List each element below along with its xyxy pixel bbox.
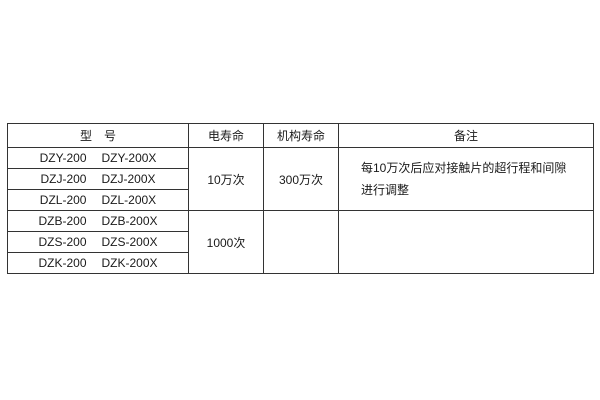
model-pair: DZJ-200 DZJ-200X	[9, 172, 188, 186]
model-name-variant: DZK-200X	[101, 256, 158, 270]
model-pair: DZB-200 DZB-200X	[9, 214, 188, 228]
table-row: DZK-200 DZK-200X	[7, 252, 594, 274]
electrical-life-cell: 1000次	[188, 210, 264, 274]
table-row: DZS-200 DZS-200X	[7, 231, 594, 253]
table-row: DZL-200 DZL-200X	[7, 189, 594, 211]
remarks-cell: 每10万次后应对接触片的超行程和间隙 进行调整	[338, 147, 594, 211]
model-cell: DZY-200 DZY-200X	[7, 147, 189, 169]
model-pair: DZL-200 DZL-200X	[9, 193, 188, 207]
remark-line-1: 每10万次后应对接触片的超行程和间隙	[361, 161, 567, 175]
mechanical-life-cell: 300万次	[263, 147, 339, 211]
spec-table: 型 号 电寿命 机构寿命 备注 DZY-200 DZY-200X 10万次 30…	[7, 123, 594, 274]
header-model: 型 号	[7, 123, 189, 148]
table-row: DZJ-200 DZJ-200X	[7, 168, 594, 190]
model-name: DZS-200	[38, 235, 87, 249]
model-name: DZK-200	[38, 256, 87, 270]
model-cell: DZK-200 DZK-200X	[7, 252, 189, 274]
remarks-cell	[338, 210, 594, 274]
header-mechanical-life: 机构寿命	[263, 123, 339, 148]
model-cell: DZJ-200 DZJ-200X	[7, 168, 189, 190]
table-row: DZB-200 DZB-200X 1000次	[7, 210, 594, 274]
model-name: DZY-200	[39, 151, 87, 165]
electrical-life-cell: 10万次	[188, 147, 264, 211]
header-remarks: 备注	[338, 123, 594, 148]
model-name-variant: DZL-200X	[101, 193, 157, 207]
header-electrical-life: 电寿命	[188, 123, 264, 148]
model-pair: DZK-200 DZK-200X	[9, 256, 188, 270]
model-cell: DZS-200 DZS-200X	[7, 231, 189, 253]
table-row: DZY-200 DZY-200X 10万次 300万次 每10万次后应对接触片的…	[7, 147, 594, 211]
model-cell: DZB-200 DZB-200X	[7, 210, 189, 232]
model-name-variant: DZS-200X	[101, 235, 158, 249]
model-name: DZJ-200	[40, 172, 87, 186]
model-pair: DZS-200 DZS-200X	[9, 235, 188, 249]
model-name-variant: DZY-200X	[101, 151, 157, 165]
model-pair: DZY-200 DZY-200X	[9, 151, 188, 165]
model-name: DZL-200	[39, 193, 87, 207]
table-header-row: 型 号 电寿命 机构寿命 备注	[7, 123, 594, 148]
mechanical-life-cell	[263, 210, 339, 274]
model-name-variant: DZJ-200X	[101, 172, 156, 186]
model-cell: DZL-200 DZL-200X	[7, 189, 189, 211]
remark-line-2: 进行调整	[361, 183, 410, 197]
model-name: DZB-200	[38, 214, 87, 228]
model-name-variant: DZB-200X	[101, 214, 158, 228]
